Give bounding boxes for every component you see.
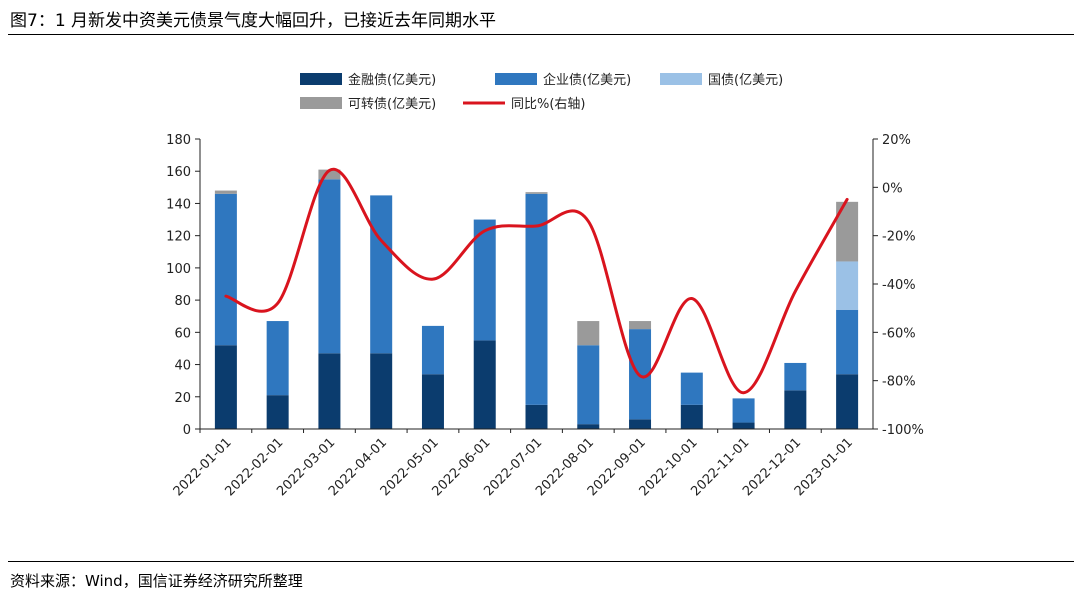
bar-financial-11 [784, 390, 807, 429]
bar-convertible-6 [525, 192, 548, 194]
bar-corporate-1 [266, 321, 289, 396]
bar-corporate-4 [421, 325, 444, 375]
line-series-group [224, 167, 849, 395]
bar-financial-10 [732, 422, 755, 429]
bar-financial-4 [421, 374, 444, 429]
x-tick-labels: 2022-01-012022-02-012022-03-012022-04-01… [171, 429, 856, 499]
y-right-tick-label: 20% [882, 133, 911, 148]
bar-financial-3 [370, 353, 393, 429]
bar-corporate-2 [318, 179, 341, 354]
bar-series-group [214, 169, 859, 429]
bar-financial-5 [473, 340, 496, 429]
bar-corporate-12 [836, 309, 859, 375]
bar-corporate-0 [214, 193, 237, 346]
y-left-tick-label: 180 [166, 133, 191, 148]
y-left-tick-label: 160 [166, 165, 191, 180]
chart-axes: 0 20 40 60 80 100 120 140 160 180 -100% -80% -60% -40… [166, 133, 924, 438]
legend-label: 国债(亿美元) [708, 73, 783, 88]
bar-corporate-7 [577, 345, 600, 425]
legend-swatch-convertible [300, 97, 342, 109]
y-right-tick-label: -60% [882, 326, 916, 341]
bar-financial-1 [266, 395, 289, 429]
bar-corporate-3 [370, 195, 393, 354]
yoy-line [224, 167, 849, 395]
legend-label: 金融债(亿美元) [348, 72, 436, 88]
bar-convertible-12 [836, 201, 859, 262]
bar-corporate-10 [732, 398, 755, 423]
bar-financial-8 [629, 419, 652, 429]
source-note: 资料来源：Wind，国信证券经济研究所整理 [10, 572, 303, 590]
bar-convertible-8 [629, 321, 652, 330]
bar-financial-0 [214, 345, 237, 429]
bar-convertible-2 [318, 169, 341, 180]
legend-swatch-financial [300, 73, 342, 85]
title-divider [8, 34, 1074, 35]
bar-financial-7 [577, 424, 600, 429]
y-left-tick-label: 0 [183, 423, 191, 438]
legend-swatch-corporate [495, 73, 537, 85]
y-left-tick-label: 140 [166, 197, 191, 212]
bar-corporate-5 [473, 219, 496, 341]
y-right-tick-label: -80% [882, 375, 916, 390]
y-left-tick-label: 40 [174, 359, 191, 374]
source-divider [8, 561, 1074, 562]
legend-label: 可转债(亿美元) [348, 97, 436, 112]
bar-corporate-9 [680, 372, 703, 405]
bar-financial-9 [680, 404, 703, 429]
bar-financial-12 [836, 374, 859, 429]
y-left-tick-label: 120 [166, 230, 191, 245]
legend-swatch-government [660, 73, 702, 85]
y-left-tick-label: 20 [174, 391, 191, 406]
bar-corporate-6 [525, 193, 548, 405]
y-left-tick-label: 80 [174, 294, 191, 309]
bar-government-12 [836, 261, 859, 310]
figure-title: 图7：1 月新发中资美元债景气度大幅回升，已接近去年同期水平 [10, 11, 497, 31]
y-right-tick-label: -40% [882, 278, 916, 293]
y-right-tick-label: -20% [882, 230, 916, 245]
bar-corporate-11 [784, 362, 807, 391]
y-right-tick-label: -100% [882, 423, 924, 438]
y-left-tick-label: 60 [174, 326, 191, 341]
legend-label: 企业债(亿美元) [543, 72, 631, 88]
y-right-tick-label: 0% [882, 181, 903, 196]
bar-convertible-0 [214, 190, 237, 194]
y-left-tick-label: 100 [166, 262, 191, 277]
bar-financial-2 [318, 353, 341, 429]
bar-convertible-7 [577, 321, 600, 346]
bar-financial-6 [525, 404, 548, 429]
legend-label: 同比%(右轴) [511, 97, 586, 112]
chart-legend: 金融债(亿美元) 企业债(亿美元) 国债(亿美元) 可转债(亿美元) 同比%(右轴) [300, 72, 783, 112]
